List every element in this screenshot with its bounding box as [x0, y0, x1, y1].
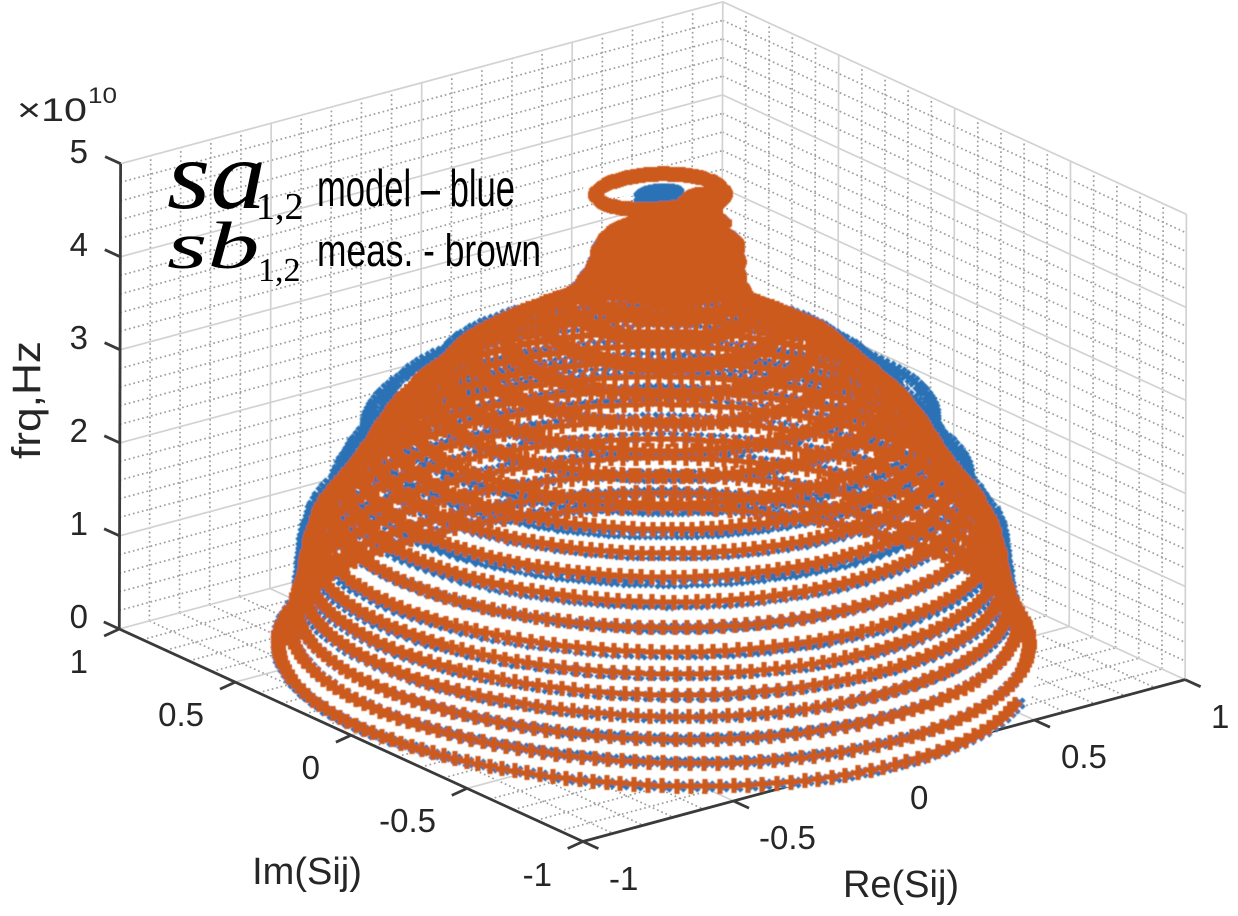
svg-text:0.5: 0.5 [158, 696, 204, 733]
svg-text:5: 5 [70, 133, 88, 170]
svg-text:Re(Sij): Re(Sij) [843, 864, 959, 906]
svg-text:0: 0 [70, 598, 88, 635]
svg-text:1: 1 [1211, 698, 1229, 735]
svg-text:meas. - brown: meas. - brown [317, 225, 541, 276]
svg-text:4: 4 [70, 226, 88, 263]
svg-text:2: 2 [70, 412, 88, 449]
svg-text:-0.5: -0.5 [759, 819, 816, 856]
svg-text:3: 3 [70, 319, 88, 356]
svg-text:0.5: 0.5 [1061, 738, 1107, 775]
svg-text:-1: -1 [609, 860, 638, 897]
svg-text:sb: sb [167, 208, 259, 282]
svg-text:1: 1 [70, 643, 88, 680]
svg-text:Im(Sij): Im(Sij) [252, 851, 362, 893]
svg-text:10: 10 [88, 83, 117, 108]
svg-text:frq,Hz: frq,Hz [5, 341, 49, 459]
svg-text:0: 0 [910, 779, 928, 816]
svg-text:×10: ×10 [17, 92, 87, 128]
svg-text:1,2: 1,2 [258, 252, 301, 289]
svg-text:0: 0 [302, 749, 320, 786]
svg-text:model – blue: model – blue [317, 160, 515, 218]
svg-text:1,2: 1,2 [256, 186, 304, 228]
svg-text:-1: -1 [523, 856, 552, 893]
svg-text:sa: sa [167, 122, 266, 229]
svg-text:1: 1 [70, 505, 88, 542]
svg-text:-0.5: -0.5 [379, 802, 436, 839]
